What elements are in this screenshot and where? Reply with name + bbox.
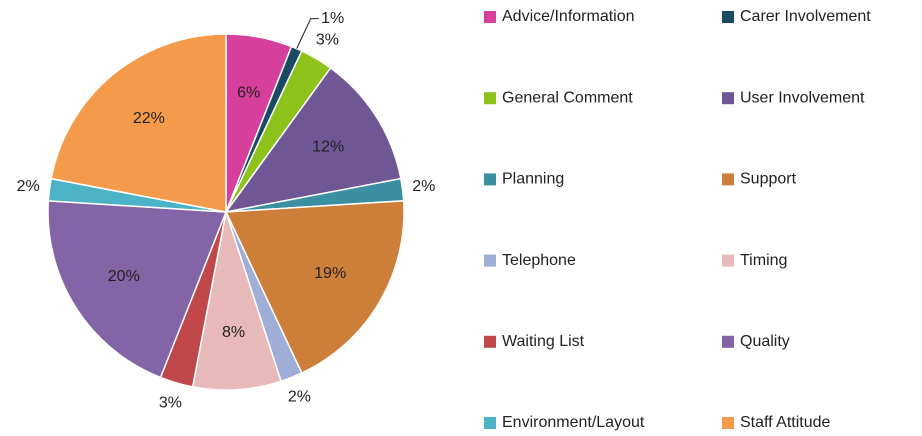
legend-swatch: [484, 335, 496, 348]
legend-swatch: [484, 92, 496, 105]
pie-slice: [50, 33, 227, 213]
legend-swatch: [484, 417, 496, 429]
pie-slice: [224, 66, 402, 214]
legend-label: Timing: [740, 252, 787, 269]
pie-slice: [191, 211, 282, 391]
data-label: 22%: [133, 110, 165, 127]
data-label: 8%: [222, 324, 245, 341]
legend-swatch: [722, 254, 734, 267]
data-label: 3%: [159, 395, 182, 412]
data-label: 1%: [321, 10, 344, 27]
legend-label: Telephone: [502, 252, 576, 269]
data-label: 2%: [288, 389, 311, 406]
legend-label: General Comment: [502, 89, 633, 106]
data-label: 2%: [17, 178, 40, 195]
legend-label: Support: [740, 171, 797, 188]
legend-label: Advice/Information: [502, 8, 635, 25]
pie-slice: [47, 200, 228, 379]
leader-line: [296, 18, 319, 49]
data-label: 19%: [314, 265, 346, 282]
legend-swatch: [484, 254, 496, 267]
data-label: 3%: [316, 32, 339, 49]
legend-label: Environment/Layout: [502, 414, 645, 431]
legend-swatch: [722, 173, 734, 186]
legend-swatch: [484, 11, 496, 23]
data-label: 6%: [237, 84, 260, 101]
legend-label: Planning: [502, 171, 564, 188]
legend-label: Staff Attitude: [740, 414, 831, 431]
legend-label: Quality: [740, 333, 790, 350]
legend-swatch: [722, 417, 734, 429]
legend-label: Waiting List: [502, 333, 585, 350]
legend-label: Carer Involvement: [740, 8, 871, 25]
data-label: 2%: [412, 178, 435, 195]
data-label: 12%: [312, 138, 344, 155]
legend-swatch: [722, 11, 734, 23]
legend-swatch: [722, 335, 734, 348]
legend-label: User Involvement: [740, 89, 865, 106]
data-label: 20%: [108, 268, 140, 285]
legend-swatch: [484, 173, 496, 186]
legend-swatch: [722, 92, 734, 105]
pie-slice: [224, 200, 405, 375]
